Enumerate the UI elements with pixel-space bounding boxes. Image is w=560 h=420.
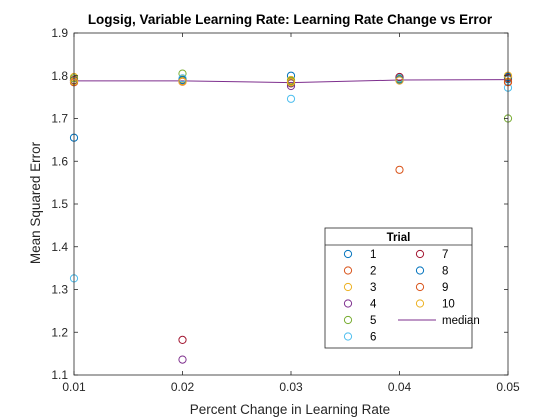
x-tick-label: 0.02: [171, 380, 195, 394]
y-tick-label: 1.5: [51, 197, 68, 211]
x-tick-label: 0.05: [496, 380, 520, 394]
y-tick-label: 1.9: [51, 26, 68, 40]
data-point-trial-5: [178, 69, 187, 78]
legend-label-trial-5: 5: [370, 315, 376, 327]
data-point-trial-6: [286, 94, 296, 103]
y-tick-label: 1.1: [51, 368, 68, 382]
legend-marker-trial-5: [343, 315, 353, 325]
y-tick-label: 1.4: [51, 240, 68, 254]
y-tick-label: 1.7: [51, 112, 68, 126]
data-point-trial-7: [178, 335, 187, 344]
data-point-trial-10: [178, 77, 187, 86]
legend-marker-trial-3: [343, 282, 353, 292]
data-point-trial-9: [395, 165, 404, 174]
legend-label-trial-10: 10: [442, 299, 455, 311]
y-tick-label: 1.6: [51, 154, 68, 168]
legend-label-trial-9: 9: [442, 282, 448, 294]
legend-marker-trial-8: [415, 266, 425, 275]
data-point-trial-10: [286, 78, 296, 87]
legend-marker-trial-4: [343, 299, 353, 308]
x-tick-label: 0.03: [279, 380, 303, 394]
legend-box: [324, 227, 473, 349]
x-axis-label: Percent Change in Learning Rate: [190, 402, 390, 417]
axes: 0.01 0.02 0.03 0.04 0.05 1.1 1.2 1.3 1.4 1.5 1.6 1.…: [51, 26, 520, 394]
legend-label-median: median: [442, 315, 480, 327]
legend-label-trial-8: 8: [442, 266, 448, 278]
legend-title: Trial: [387, 232, 411, 244]
data-point-trial-10: [395, 76, 404, 85]
data-point-trial-4: [178, 355, 187, 364]
legend-marker-trial-10: [415, 299, 425, 308]
legend-marker-trial-7: [415, 249, 425, 259]
legend-marker-trial-1: [343, 249, 353, 259]
legend-label-trial-4: 4: [370, 299, 377, 311]
legend-label-trial-1: 1: [370, 249, 376, 261]
legend-marker-trial-9: [415, 282, 425, 292]
y-axis-label: Mean Squared Error: [28, 141, 43, 264]
legend-marker-trial-2: [343, 266, 353, 275]
chart-title: Logsig, Variable Learning Rate: Learning…: [88, 12, 493, 27]
y-tick-label: 1.3: [51, 283, 68, 297]
y-tick-label: 1.2: [51, 325, 68, 339]
legend-label-trial-2: 2: [370, 266, 376, 278]
data-point-trial-4: [286, 81, 296, 91]
legend-label-trial-7: 7: [442, 249, 448, 261]
legend-marker-trial-6: [343, 332, 353, 341]
x-tick-label: 0.01: [62, 380, 86, 394]
y-tick-label: 1.8: [51, 69, 68, 83]
legend-label-trial-6: 6: [370, 332, 376, 344]
x-tick-label: 0.04: [388, 380, 412, 394]
legend: Trial 1 2 3 4 5 6 7 8 9 10 median: [324, 227, 480, 349]
legend-label-trial-3: 3: [370, 282, 376, 294]
data-point-trial-7: [395, 72, 404, 82]
